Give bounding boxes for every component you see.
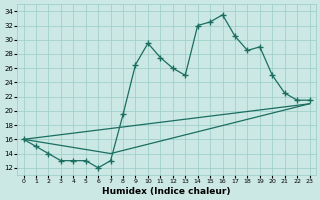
- X-axis label: Humidex (Indice chaleur): Humidex (Indice chaleur): [102, 187, 231, 196]
